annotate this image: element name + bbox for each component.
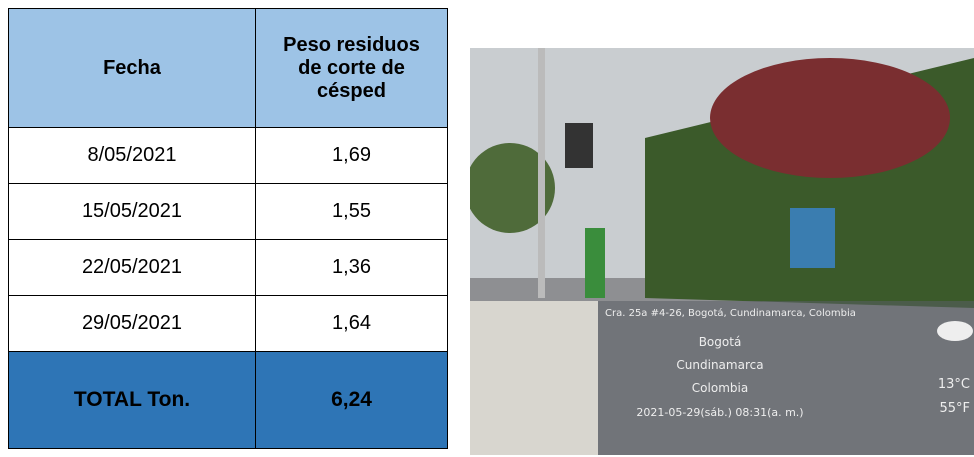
cell: 1,69: [255, 127, 448, 184]
temp-c: 13°C: [938, 377, 970, 392]
cell: 6,24: [255, 351, 448, 449]
cloud-icon: [937, 321, 973, 341]
total-row: TOTAL Ton. 6,24: [8, 351, 448, 449]
row: 29/05/2021 1,64: [8, 295, 448, 352]
sign: [790, 208, 835, 268]
map: [470, 301, 598, 455]
country: Colombia: [692, 381, 748, 395]
photo: Cra. 25a #4-26, Bogotá, Cundinamarca, Co…: [470, 48, 974, 455]
cell: 1,36: [255, 239, 448, 296]
cell: 29/05/2021: [8, 295, 256, 352]
header-cell: Peso residuos de corte de césped: [255, 8, 448, 128]
tree: [470, 143, 555, 233]
temp-f: 55°F: [939, 401, 970, 416]
cell: TOTAL Ton.: [8, 351, 256, 449]
cell: 1,64: [255, 295, 448, 352]
flowers: [710, 58, 950, 178]
row: 22/05/2021 1,36: [8, 239, 448, 296]
waste-table: Fecha Peso residuos de corte de césped 8…: [8, 8, 448, 449]
pole: [538, 48, 545, 298]
cell: 1,55: [255, 183, 448, 240]
city: Bogotá: [699, 335, 742, 349]
header-row: Fecha Peso residuos de corte de césped: [8, 8, 448, 128]
cell: 15/05/2021: [8, 183, 256, 240]
header-cell: Fecha: [8, 8, 256, 128]
hoop: [565, 123, 593, 168]
row: 8/05/2021 1,69: [8, 127, 448, 184]
region: Cundinamarca: [676, 358, 763, 372]
timestamp: 2021-05-29(sáb.) 08:31(a. m.): [636, 406, 803, 419]
worker: [585, 228, 605, 298]
cell: 22/05/2021: [8, 239, 256, 296]
cell: 8/05/2021: [8, 127, 256, 184]
address: Cra. 25a #4-26, Bogotá, Cundinamarca, Co…: [605, 307, 856, 319]
row: 15/05/2021 1,55: [8, 183, 448, 240]
